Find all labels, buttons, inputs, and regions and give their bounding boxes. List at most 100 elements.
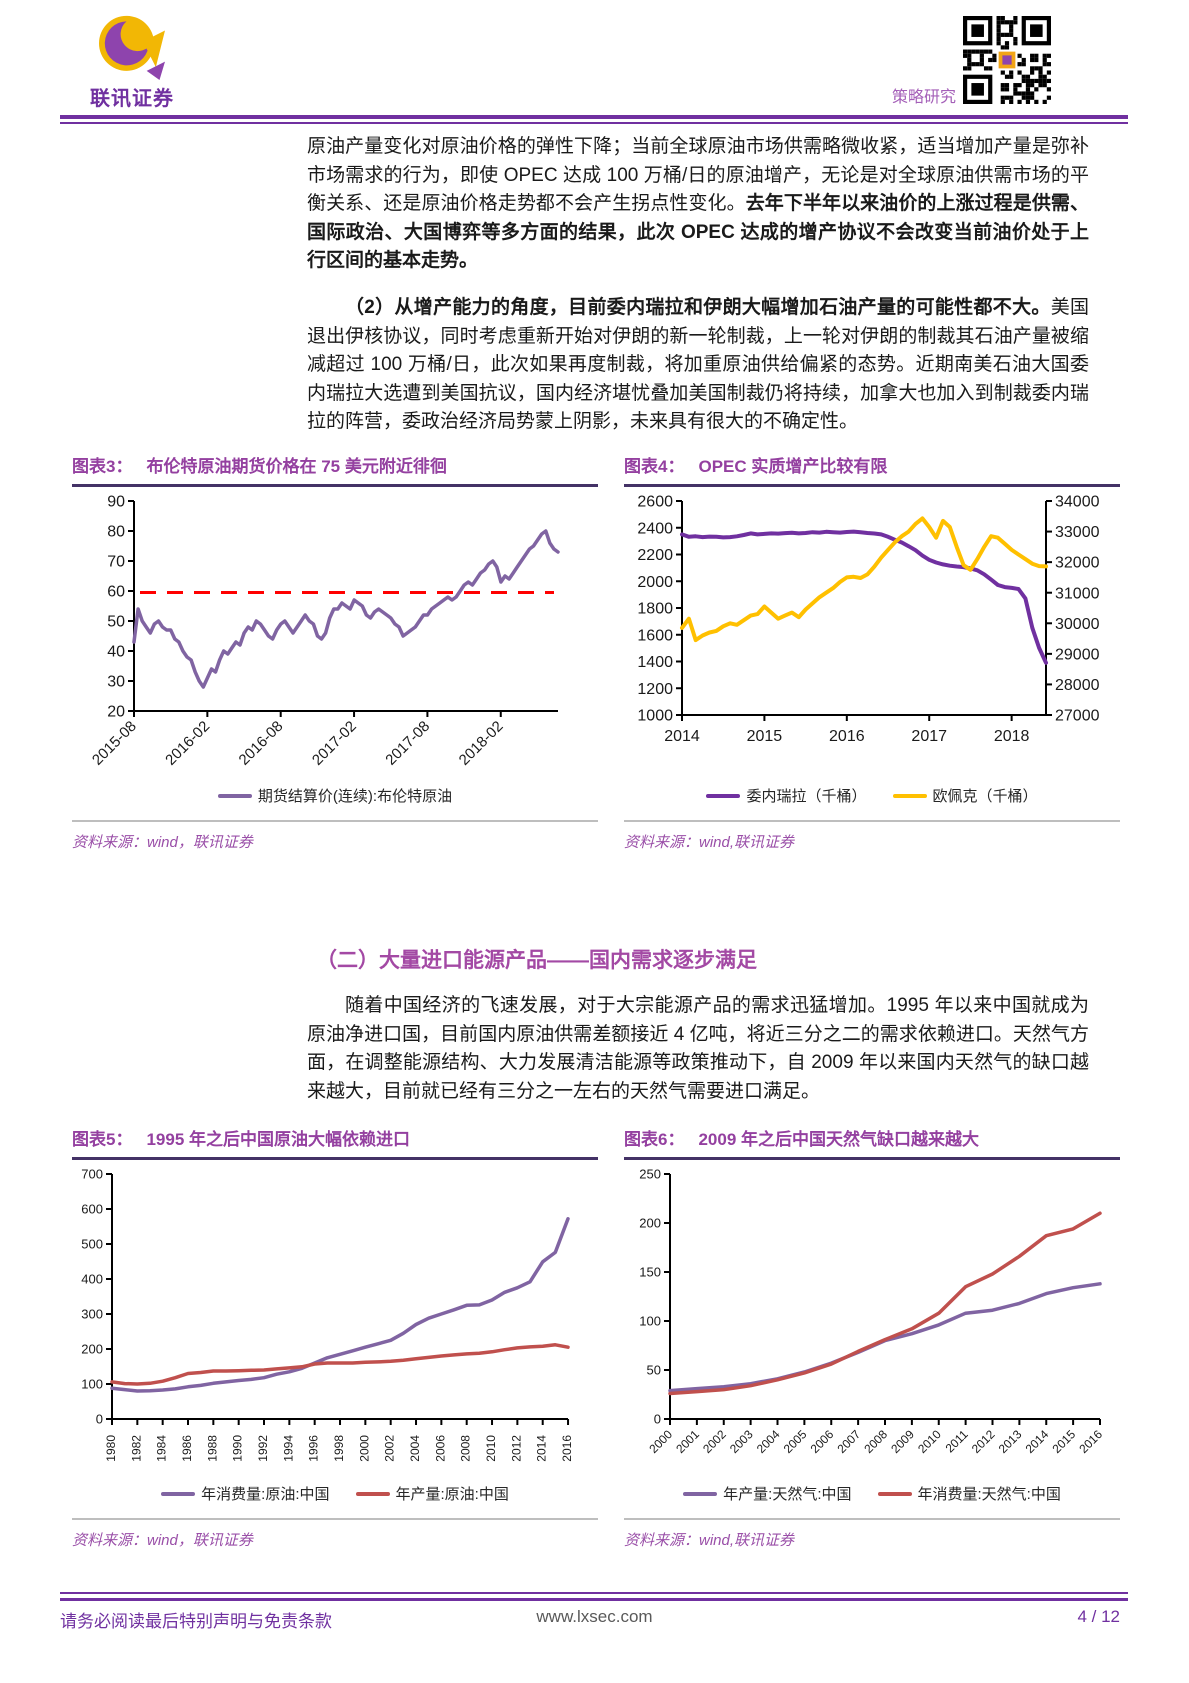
svg-text:2017-08: 2017-08	[382, 718, 433, 769]
figure-3-source: 资料来源：wind，联讯证券	[72, 834, 253, 851]
svg-text:2016-02: 2016-02	[162, 718, 213, 769]
company-logo-icon	[99, 15, 165, 80]
legend-swatch	[683, 1491, 718, 1496]
figure-6: 图表6： 2009 年之后中国天然气缺口越来越大 0 50 100 150 200 250 2…	[624, 1125, 1120, 1550]
svg-text:100: 100	[639, 1314, 661, 1329]
svg-text:2004: 2004	[754, 1427, 783, 1456]
svg-text:2006: 2006	[808, 1427, 837, 1456]
svg-text:2004: 2004	[408, 1435, 422, 1462]
svg-text:2015: 2015	[1049, 1427, 1078, 1456]
svg-text:20: 20	[107, 704, 125, 721]
svg-text:1992: 1992	[256, 1435, 270, 1462]
figure-5: 图表5： 1995 年之后中国原油大幅依赖进口 0 100 200 300 400 500 6…	[72, 1125, 598, 1550]
legend-item: 年产量:原油:中国	[355, 1483, 509, 1504]
svg-text:33000: 33000	[1055, 524, 1100, 541]
figure-5-separator	[72, 1518, 598, 1520]
footer-divider	[60, 1592, 1128, 1601]
svg-text:2016: 2016	[1076, 1427, 1105, 1456]
paragraph-capacity: （2）从增产能力的角度，目前委内瑞拉和伊朗大幅增加石油产量的可能性都不大。美国退…	[307, 294, 1089, 437]
svg-text:1984: 1984	[155, 1435, 169, 1462]
footer-page-number: 4 / 12	[1077, 1607, 1120, 1626]
gas-chart-legend: 年产量:天然气:中国 年消费量:天然气:中国	[624, 1483, 1120, 1504]
svg-text:1200: 1200	[637, 681, 673, 698]
svg-text:2016: 2016	[560, 1435, 574, 1462]
svg-text:90: 90	[107, 494, 125, 511]
svg-text:1982: 1982	[129, 1435, 143, 1462]
footer-disclaimer: 请务必阅读最后特别声明与免责条款	[60, 1612, 332, 1631]
svg-text:1400: 1400	[637, 654, 673, 671]
svg-text:2001: 2001	[673, 1427, 702, 1456]
figures-row-2: 图表5： 1995 年之后中国原油大幅依赖进口 0 100 200 300 400 500 6…	[72, 1125, 1120, 1550]
brent-chart-legend: 期货结算价(连续):布伦特原油	[72, 785, 598, 806]
svg-text:2014: 2014	[664, 728, 700, 745]
svg-text:1990: 1990	[231, 1435, 245, 1462]
figure-3-separator	[72, 820, 598, 822]
svg-text:80: 80	[107, 524, 125, 541]
svg-text:1986: 1986	[180, 1435, 194, 1462]
figure-5-name: 1995 年之后中国原油大幅依赖进口	[146, 1130, 411, 1149]
brent-price-chart: 20 30 40 50 60 70 80 90 2015-08 2016-02 2016-08 201…	[89, 494, 560, 769]
svg-text:1994: 1994	[281, 1435, 295, 1462]
svg-text:29000: 29000	[1055, 646, 1100, 663]
svg-text:2012: 2012	[509, 1435, 523, 1462]
svg-text:30: 30	[107, 674, 125, 691]
figure-5-title: 图表5： 1995 年之后中国原油大幅依赖进口	[72, 1125, 598, 1160]
svg-text:250: 250	[639, 1167, 661, 1182]
svg-text:1600: 1600	[637, 627, 673, 644]
figure-6-name: 2009 年之后中国天然气缺口越来越大	[698, 1130, 980, 1149]
legend-swatch	[217, 793, 252, 798]
svg-text:2009: 2009	[888, 1427, 917, 1456]
svg-text:0: 0	[654, 1412, 661, 1427]
svg-text:60: 60	[107, 584, 125, 601]
paragraph-2-normal: 美国退出伊核协议，同时考虑重新开始对伊朗的新一轮制裁，上一轮对伊朗的制裁其石油产…	[307, 297, 1089, 432]
svg-text:2010: 2010	[915, 1427, 944, 1456]
legend-label: 年产量:原油:中国	[395, 1486, 509, 1503]
svg-text:2005: 2005	[781, 1427, 810, 1456]
legend-swatch	[877, 1491, 912, 1496]
figure-4-name: OPEC 实质增产比较有限	[698, 457, 888, 476]
svg-text:2015: 2015	[747, 728, 783, 745]
svg-text:2014: 2014	[535, 1435, 549, 1462]
svg-text:2011: 2011	[943, 1427, 971, 1455]
qr-code	[963, 16, 1051, 104]
svg-text:34000: 34000	[1055, 494, 1100, 511]
legend-swatch	[161, 1491, 196, 1496]
figure-6-title: 图表6： 2009 年之后中国天然气缺口越来越大	[624, 1125, 1120, 1160]
legend-label: 欧佩克（千桶）	[932, 788, 1038, 805]
oil-chart-legend: 年消费量:原油:中国 年产量:原油:中国	[72, 1483, 598, 1504]
svg-text:2400: 2400	[637, 520, 673, 537]
svg-text:700: 700	[81, 1167, 103, 1182]
paragraph-opec-impact: 原油产量变化对原油价格的弹性下降；当前全球原油市场供需略微收紧，适当增加产量是弥…	[307, 133, 1089, 276]
svg-text:27000: 27000	[1055, 708, 1100, 725]
legend-swatch	[706, 793, 741, 798]
svg-text:2008: 2008	[459, 1435, 473, 1462]
svg-text:2016-08: 2016-08	[236, 718, 287, 769]
svg-text:2010: 2010	[484, 1435, 498, 1462]
figure-4-separator	[624, 820, 1120, 822]
legend-item: 欧佩克（千桶）	[892, 785, 1038, 806]
svg-text:2016: 2016	[829, 728, 865, 745]
svg-text:1000: 1000	[637, 708, 673, 725]
svg-text:150: 150	[639, 1265, 661, 1280]
legend-item: 年消费量:天然气:中国	[877, 1483, 1061, 1504]
china-oil-supply-demand-chart: 0 100 200 300 400 500 600 700 1980 1982 1984 1986 19…	[81, 1167, 574, 1462]
figure-6-source: 资料来源：wind,联讯证券	[624, 1532, 795, 1549]
svg-text:500: 500	[81, 1237, 103, 1252]
figure-4-title: 图表4： OPEC 实质增产比较有限	[624, 452, 1120, 487]
legend-label: 年消费量:原油:中国	[201, 1486, 330, 1503]
svg-text:2018: 2018	[994, 728, 1030, 745]
legend-item: 年产量:天然气:中国	[683, 1483, 852, 1504]
svg-text:200: 200	[639, 1216, 661, 1231]
svg-text:100: 100	[81, 1377, 103, 1392]
svg-text:1996: 1996	[307, 1435, 321, 1462]
brand-name: 联讯证券	[90, 88, 174, 110]
paragraph-2-bold: （2）从增产能力的角度，目前委内瑞拉和伊朗大幅增加石油产量的可能性都不大。	[345, 297, 1051, 318]
paragraph-1-bold: 去年下半年以来油价的上涨过程是供需、国际政治、大国博弈等多方面的结果，此次 OP…	[307, 193, 1089, 271]
company-logo: 联讯证券	[82, 14, 182, 111]
figure-6-separator	[624, 1518, 1120, 1520]
svg-text:200: 200	[81, 1342, 103, 1357]
svg-text:2017: 2017	[911, 728, 947, 745]
svg-text:31000: 31000	[1055, 585, 1100, 602]
svg-text:2014: 2014	[1023, 1427, 1052, 1456]
